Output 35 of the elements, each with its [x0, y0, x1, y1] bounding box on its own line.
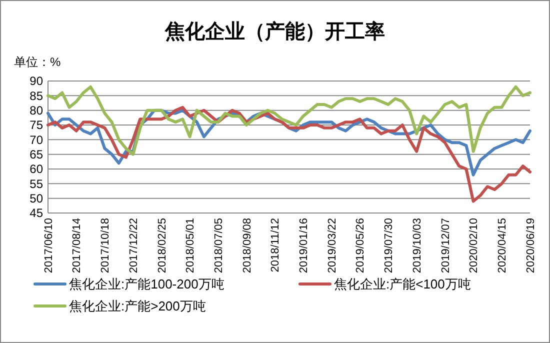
legend-label: 焦化企业:产能>200万吨 — [69, 298, 206, 314]
x-tick-label: 2018/09/08 — [241, 218, 254, 274]
x-tick-label: 2019/12/07 — [440, 218, 452, 274]
y-tick-label: 75 — [30, 118, 44, 132]
legend-label: 焦化企业:产能<100万吨 — [334, 276, 471, 292]
x-tick-label: 2017/08/14 — [71, 218, 84, 274]
x-tick-label: 2019/05/26 — [354, 218, 367, 274]
line-series — [46, 85, 532, 156]
x-tick-label: 2019/03/22 — [326, 218, 338, 274]
x-tick-label: 2019/01/16 — [298, 218, 310, 274]
y-tick-label: 90 — [30, 74, 44, 88]
y-tick-label: 50 — [30, 192, 44, 206]
y-tick-label: 70 — [30, 132, 44, 147]
y-axis-title: 单位：% — [14, 55, 61, 69]
y-tick-label: 85 — [30, 88, 44, 103]
x-tick-label: 2020/02/10 — [468, 218, 480, 274]
line-series — [46, 106, 532, 203]
y-tick-label: 60 — [30, 162, 44, 176]
x-tick-label: 2017/06/10 — [42, 218, 55, 274]
y-tick-label: 80 — [30, 104, 44, 118]
x-tick-label: 2020/04/15 — [496, 218, 508, 274]
x-tick-label: 2018/02/25 — [156, 218, 168, 274]
x-tick-label: 2018/07/05 — [212, 218, 225, 274]
chart-title: 焦化企业（产能）开工率 — [164, 19, 385, 43]
y-tick-label: 55 — [30, 176, 44, 191]
x-tick-label: 2020/06/19 — [524, 218, 537, 274]
legend-label: 焦化企业:产能100-200万吨 — [69, 276, 224, 292]
x-tick-label: 2017/10/18 — [100, 218, 112, 274]
y-tick-label: 45 — [30, 206, 44, 220]
x-tick-label: 2018/11/12 — [270, 218, 282, 272]
x-tick-label: 2019/07/30 — [383, 218, 396, 274]
x-tick-label: 2019/10/03 — [411, 218, 424, 274]
x-tick-label: 2018/05/01 — [184, 218, 197, 274]
x-tick-label: 2017/12/22 — [128, 218, 140, 274]
y-tick-label: 65 — [30, 148, 44, 162]
